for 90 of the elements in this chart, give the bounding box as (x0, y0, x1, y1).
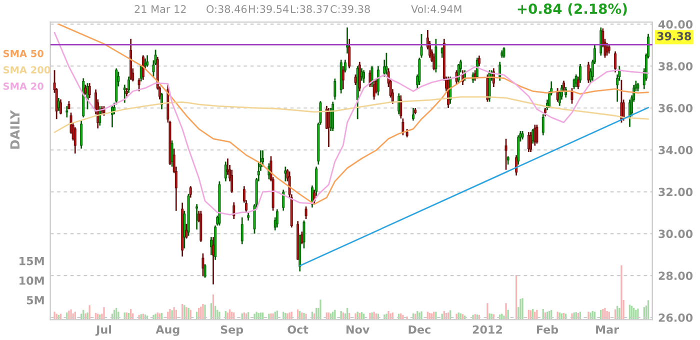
candlestick (144, 58, 146, 70)
candlestick (536, 124, 538, 144)
text: SMA 20 (3, 82, 44, 90)
candlestick (620, 79, 623, 124)
candlestick (342, 65, 344, 90)
candlestick (185, 223, 188, 240)
candlestick (412, 107, 414, 122)
candlestick (434, 38, 438, 74)
x-tick-label: Feb (536, 325, 558, 334)
candlestick (160, 92, 163, 110)
candlestick (230, 169, 234, 194)
candlestick (576, 76, 580, 90)
candlestick (66, 105, 68, 118)
candlestick (240, 216, 244, 245)
candlestick (146, 54, 149, 68)
candlestick (362, 70, 366, 84)
candlestick (504, 138, 508, 170)
candlestick (189, 185, 192, 198)
candlestick (196, 203, 198, 230)
candlestick (202, 252, 204, 277)
y-tick-label: 26.00 (658, 313, 693, 322)
candlestick (402, 118, 404, 136)
candlestick (530, 131, 532, 153)
candlestick (418, 57, 421, 86)
candlestick (542, 114, 544, 136)
candlestick (572, 78, 576, 90)
candlestick (224, 160, 227, 182)
candlestick (142, 54, 144, 81)
candlestick (84, 84, 87, 96)
y-tick-label: 30.00 (658, 230, 693, 238)
candlestick (348, 38, 351, 69)
candlestick (332, 101, 334, 132)
annotation: 39.38 (657, 32, 692, 40)
y-tick-label: 40.00 (658, 20, 693, 29)
candlestick (183, 210, 186, 250)
candlestick (400, 94, 402, 120)
candlestick (478, 54, 480, 67)
text: L:38.37 (291, 5, 328, 14)
x-tick-label: Nov (346, 326, 370, 334)
x-tick-label: Mar (596, 326, 620, 334)
text: 21 Mar 12 (134, 5, 186, 14)
candlestick (486, 74, 489, 102)
candlestick (304, 206, 308, 220)
text: DAILY (10, 110, 20, 149)
candlestick (80, 120, 83, 150)
y2-tick-label: 15M (20, 257, 44, 266)
candlestick (614, 50, 617, 74)
candlestick (282, 189, 285, 212)
text: SMA 50 (3, 50, 44, 58)
text: O:38.46 (206, 5, 247, 14)
candlestick (302, 220, 306, 250)
candlestick (334, 78, 336, 100)
text: C:39.38 (330, 5, 370, 14)
candlestick (138, 78, 140, 92)
candlestick (204, 263, 206, 278)
x-tick-label: Sep (220, 325, 244, 336)
candlestick (170, 140, 174, 168)
y-tick-label: 28.00 (658, 272, 693, 280)
y-tick-label: 32.00 (658, 188, 693, 196)
x-tick-label: Jul (95, 325, 111, 336)
text: H:39.54 (249, 5, 289, 14)
candlestick (517, 134, 520, 166)
x-tick-label: Aug (156, 325, 180, 336)
y2-tick-label: 5M (26, 296, 44, 304)
x-tick-label: Oct (288, 325, 308, 334)
candlestick (358, 61, 361, 92)
candlestick (579, 63, 582, 84)
candlestick (74, 126, 76, 154)
candlestick (606, 42, 608, 56)
candlestick (128, 76, 130, 94)
text: SMA 200 (3, 66, 50, 74)
x-tick-label: 2012 (472, 325, 502, 334)
candlestick (376, 65, 380, 96)
y-tick-label: 36.00 (658, 104, 693, 112)
candlestick (57, 97, 60, 112)
y-tick-label: 34.00 (658, 146, 693, 154)
candlestick (276, 208, 278, 228)
candlestick (502, 46, 506, 58)
candlestick (88, 82, 91, 99)
candlestick (370, 65, 374, 88)
candlestick (562, 80, 565, 92)
y-tick-label: 38.00 (658, 62, 693, 70)
candlestick (587, 61, 590, 84)
x-tick-label: Dec (408, 326, 430, 334)
candlestick (385, 52, 388, 76)
candlestick (262, 150, 264, 168)
text: +0.84 (2.18%) (518, 3, 627, 16)
y2-tick-label: 10M (20, 276, 44, 285)
text: Vol:4.94M (411, 4, 462, 14)
candlestick (346, 26, 349, 54)
